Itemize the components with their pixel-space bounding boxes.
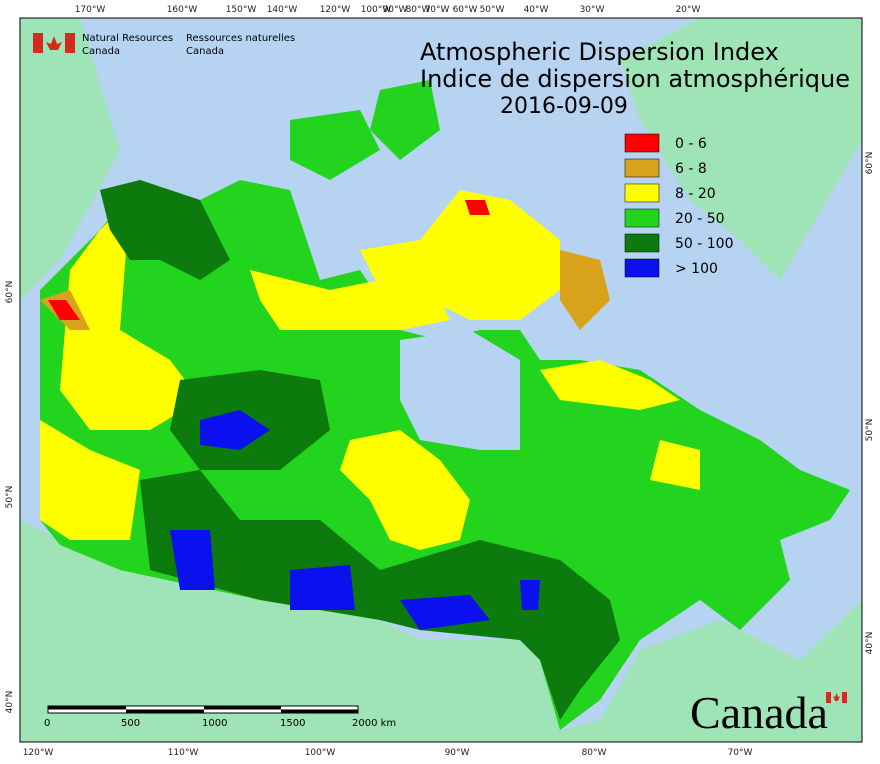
longitude-label: 20°W — [676, 5, 701, 15]
longitude-label: 70°W — [728, 748, 753, 758]
legend-label: 8 - 20 — [675, 186, 716, 202]
map-date: 2016-09-09 — [500, 94, 628, 119]
scale-label: 1000 — [202, 718, 227, 729]
longitude-label: 100°W — [305, 748, 336, 758]
longitude-label: 140°W — [267, 5, 298, 15]
land-other — [20, 18, 862, 742]
legend-label: 20 - 50 — [675, 211, 725, 227]
legend-label: 50 - 100 — [675, 236, 734, 252]
latitude-label: 60°N — [865, 152, 875, 175]
scale-label: 1500 — [280, 718, 305, 729]
scale-bar — [47, 705, 359, 714]
wordmark: Canada — [690, 687, 828, 738]
longitude-label: 80°W — [406, 5, 431, 15]
agency-name: Ressources naturelles — [186, 33, 295, 44]
latitude-label: 40°N — [865, 632, 875, 655]
legend-swatch — [624, 183, 660, 203]
longitude-label: 40°W — [524, 5, 549, 15]
scale-label: 2000 km — [352, 718, 396, 729]
legend-label: 0 - 6 — [675, 136, 707, 152]
logo — [33, 33, 75, 53]
legend-swatch — [624, 133, 660, 153]
latitude-label: 40°N — [5, 691, 15, 714]
legend-swatch — [624, 233, 660, 253]
agency-name: Canada — [186, 46, 224, 57]
longitude-label: 90°W — [445, 748, 470, 758]
longitude-label: 30°W — [580, 5, 605, 15]
legend-label: > 100 — [675, 261, 718, 277]
longitude-label: 70°W — [425, 5, 450, 15]
legend-swatch — [624, 258, 660, 278]
longitude-label: 90°W — [383, 5, 408, 15]
map-frame — [19, 17, 863, 743]
agency-name: Canada — [82, 46, 120, 57]
scale-label: 500 — [121, 718, 140, 729]
longitude-label: 150°W — [226, 5, 257, 15]
longitude-label: 60°W — [453, 5, 478, 15]
latitude-label: 60°N — [5, 281, 15, 304]
legend-swatch — [624, 208, 660, 228]
scale-label: 0 — [44, 718, 50, 729]
map-subtitle: Indice de dispersion atmosphérique — [420, 65, 850, 93]
longitude-label: 120°W — [320, 5, 351, 15]
wordmark-flag — [826, 692, 847, 703]
agency-name: Natural Resources — [82, 33, 173, 44]
longitude-label: 120°W — [23, 748, 54, 758]
legend-swatch — [624, 158, 660, 178]
latitude-label: 50°N — [5, 486, 15, 509]
longitude-label: 110°W — [168, 748, 199, 758]
longitude-label: 160°W — [167, 5, 198, 15]
legend-label: 6 - 8 — [675, 161, 707, 177]
longitude-label: 170°W — [75, 5, 106, 15]
longitude-label: 100°W — [361, 5, 392, 15]
longitude-label: 50°W — [480, 5, 505, 15]
map-title: Atmospheric Dispersion Index — [420, 38, 779, 66]
latitude-label: 50°N — [865, 419, 875, 442]
canada-index-areas — [40, 80, 850, 730]
longitude-label: 80°W — [582, 748, 607, 758]
